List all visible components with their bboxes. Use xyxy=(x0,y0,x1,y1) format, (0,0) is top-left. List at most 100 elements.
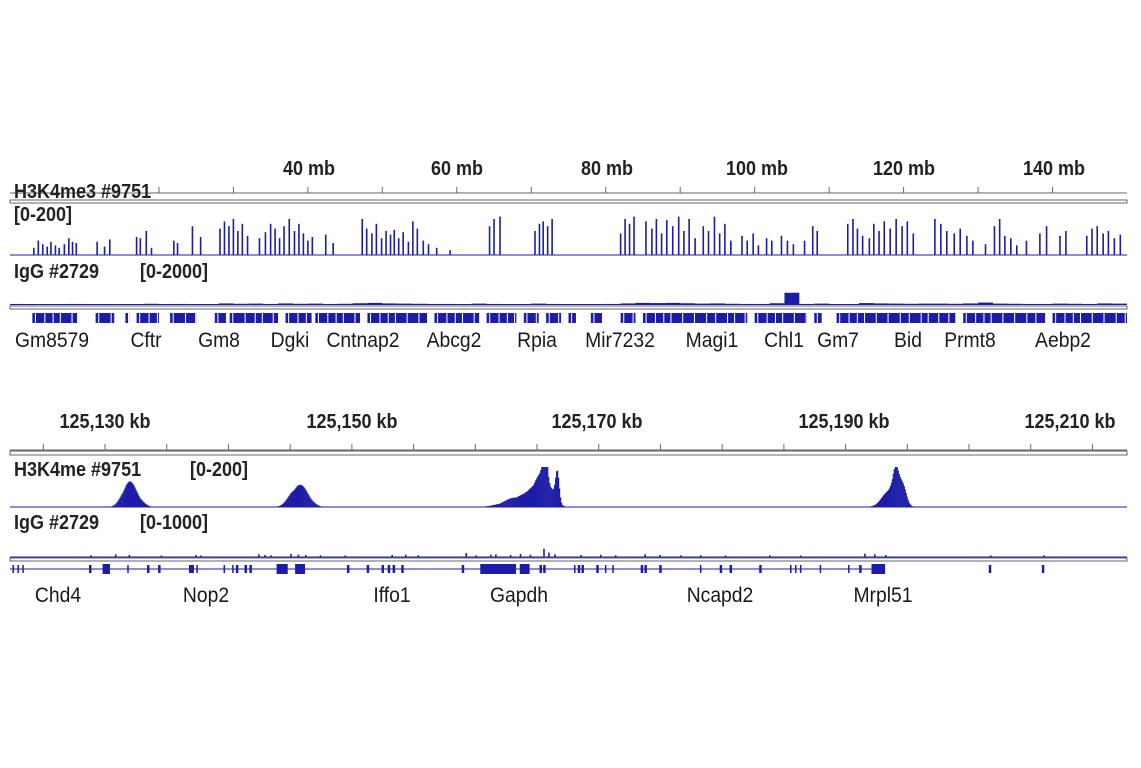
signal-bar xyxy=(128,481,130,507)
gene-gap xyxy=(1002,313,1004,323)
signal-bar xyxy=(114,554,117,557)
exon xyxy=(366,565,370,573)
signal-bar xyxy=(54,304,70,305)
track-separator xyxy=(9,450,1128,456)
gene-label: Dgki xyxy=(270,329,310,352)
signal-bar xyxy=(523,493,525,507)
gene-gap xyxy=(317,313,319,323)
gene-gap xyxy=(899,313,901,323)
signal-bar xyxy=(881,496,884,507)
signal-bar xyxy=(143,502,145,507)
gene-gap xyxy=(856,313,858,323)
signal-bar xyxy=(534,231,536,255)
signal-bar xyxy=(365,228,368,255)
signal-bar xyxy=(529,488,531,507)
exon xyxy=(596,565,599,573)
signal-bar xyxy=(264,555,266,557)
signal-bar xyxy=(532,485,534,507)
signal-bar xyxy=(483,506,486,507)
exon xyxy=(392,565,396,573)
signal-bar xyxy=(223,221,226,255)
signal-bar xyxy=(219,228,221,255)
signal-bar xyxy=(321,506,323,507)
signal-bar xyxy=(39,304,55,305)
track-range-igg: [0-2000] xyxy=(140,261,209,283)
signal-bar xyxy=(554,484,556,507)
signal-bar xyxy=(302,485,304,507)
signal-bar xyxy=(84,304,100,305)
signal-bar xyxy=(391,555,393,557)
gene-block xyxy=(590,313,603,323)
signal-bar xyxy=(119,497,121,507)
signal-bar xyxy=(1102,233,1104,255)
signal-bar xyxy=(526,491,528,507)
gene-gap xyxy=(623,313,625,323)
signal-bar xyxy=(511,497,513,507)
gene-block xyxy=(486,313,517,323)
signal-bar xyxy=(380,238,383,255)
signal-bar xyxy=(307,240,309,255)
signal-bar xyxy=(281,504,283,507)
track-name-igg: IgG #2729 xyxy=(14,261,100,283)
exon xyxy=(188,565,194,573)
signal-bar xyxy=(149,506,151,507)
signal-bar xyxy=(116,501,118,507)
signal-bar xyxy=(558,488,561,507)
gene-block xyxy=(568,313,576,323)
signal-bar xyxy=(993,226,996,255)
signal-bar xyxy=(475,555,477,557)
track-range-h3k4me3: [0-200] xyxy=(14,204,73,226)
signal-bar xyxy=(562,505,565,507)
signal-bar xyxy=(561,304,576,305)
signal-bar xyxy=(322,303,338,305)
signal-bar xyxy=(118,498,120,507)
signal-bar xyxy=(521,494,523,507)
signal-bar xyxy=(505,500,507,507)
signal-bar xyxy=(69,303,85,305)
signal-bar xyxy=(713,216,716,255)
exon xyxy=(102,564,110,574)
exon xyxy=(22,565,24,573)
signal-bar xyxy=(289,494,291,507)
signal-bar xyxy=(829,304,845,305)
signal-bar xyxy=(856,228,859,255)
signal-bar xyxy=(539,473,541,507)
signal-bar xyxy=(861,235,864,255)
signal-bar xyxy=(135,237,138,255)
signal-bar xyxy=(884,493,887,507)
gene-gap xyxy=(461,313,463,323)
signal-bar xyxy=(296,486,298,507)
gene-block xyxy=(836,313,956,323)
signal-bar xyxy=(298,223,300,255)
signal-bar xyxy=(514,497,516,507)
signal-bar xyxy=(312,500,314,507)
signal-bar xyxy=(412,303,428,305)
signal-bar xyxy=(494,504,497,507)
signal-bar xyxy=(309,496,311,507)
exon xyxy=(223,565,226,573)
signal-bar xyxy=(41,244,44,255)
signal-bar xyxy=(46,246,49,255)
signal-bar xyxy=(531,303,547,305)
signal-bar xyxy=(534,482,536,507)
signal-bar xyxy=(959,228,961,255)
gene-block xyxy=(546,313,562,323)
gene-gap xyxy=(645,313,647,323)
signal-bar xyxy=(550,486,552,507)
signal-bar xyxy=(310,498,312,507)
signal-bar xyxy=(144,503,146,507)
gene-label: Gm7 xyxy=(817,329,859,352)
signal-bar xyxy=(449,250,451,255)
signal-bar xyxy=(519,495,521,507)
signal-bar xyxy=(131,482,133,507)
signal-bar xyxy=(873,505,876,507)
signal-bar xyxy=(542,221,544,255)
signal-bar xyxy=(203,304,219,305)
gene-gap xyxy=(1035,313,1037,323)
signal-bar xyxy=(553,488,555,507)
gene-gap xyxy=(734,313,736,323)
signal-bar xyxy=(90,555,92,557)
signal-bar xyxy=(145,231,148,255)
gene-gap xyxy=(908,313,910,323)
exon xyxy=(574,565,576,573)
